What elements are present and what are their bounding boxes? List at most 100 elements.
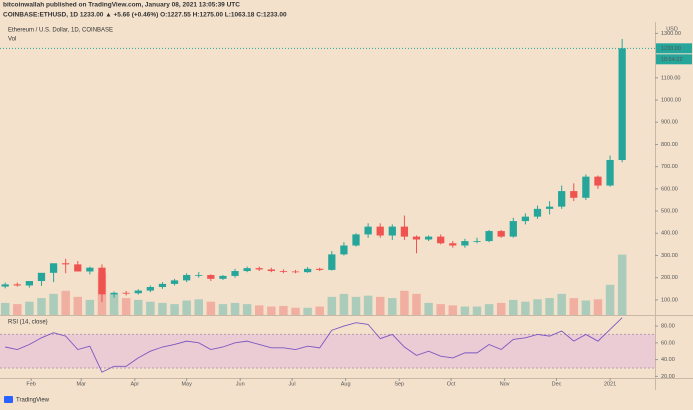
candle-body [316, 268, 324, 270]
candle-body [13, 284, 21, 286]
volume-bar [303, 307, 312, 315]
candle-body [183, 275, 191, 281]
volume-bar [388, 298, 397, 315]
candle-body [255, 268, 263, 270]
volume-bar [279, 305, 288, 315]
volume-bar [13, 304, 22, 315]
candle-body [352, 234, 360, 246]
x-tick-label: Apr [131, 381, 140, 387]
volume-bar [315, 306, 324, 315]
volume-bar [170, 304, 179, 315]
countdown-box [656, 54, 692, 65]
candle-body [485, 231, 493, 242]
x-tick-label: Dec [552, 381, 562, 387]
y-tick-label: 1100.00 [661, 75, 680, 81]
volume-bar [230, 302, 240, 315]
price-label: 1233.00 [661, 46, 681, 52]
y-tick-label: 900.00 [661, 120, 678, 126]
candle-body [267, 269, 275, 272]
candle-body [497, 231, 505, 237]
rsi-tick-label: 40.00 [661, 357, 675, 363]
candle-body [98, 267, 106, 295]
volume-bar [472, 306, 482, 315]
logo [4, 396, 13, 403]
price-label-box [656, 43, 692, 54]
rsi-tick-label: 20.00 [661, 374, 675, 380]
candle-body [110, 292, 118, 295]
candle-body [146, 287, 154, 291]
x-tick-label: Feb [26, 381, 35, 387]
candle-body [509, 221, 517, 237]
volume-bar [109, 293, 119, 315]
y-tick-label: 500.00 [661, 209, 678, 215]
candle-body [25, 281, 34, 286]
countdown: 10:54:22 [661, 57, 682, 63]
volume-bar [25, 301, 34, 315]
candle-body [340, 245, 348, 255]
volume-bar [73, 296, 83, 315]
candle-body [1, 284, 9, 287]
volume-bar [242, 304, 252, 315]
rsi-line [5, 317, 623, 373]
y-tick-label: 600.00 [661, 186, 678, 192]
volume-bar [134, 299, 143, 315]
candle-body [582, 176, 590, 198]
volume-bar [557, 293, 566, 315]
volume-bar [146, 301, 155, 315]
candle-body [328, 254, 336, 270]
candle-body [437, 236, 445, 244]
y-tick-label: 300.00 [661, 253, 678, 259]
rsi-band [0, 334, 655, 368]
y-tick-label: 700.00 [661, 164, 678, 170]
candle-body [473, 241, 481, 242]
candle-body [86, 267, 94, 272]
x-tick-label: Sep [394, 381, 404, 387]
brand: TradingView [16, 398, 50, 404]
volume-bar [363, 295, 373, 315]
x-tick-label: Mar [76, 381, 86, 387]
candle-body [558, 191, 566, 207]
volume-bar [37, 298, 46, 315]
candle-body [533, 208, 542, 217]
candle-body [243, 268, 251, 272]
rsi-tick-label: 60.00 [661, 340, 675, 346]
volume-bar [339, 293, 349, 315]
volume-bar [121, 298, 131, 315]
candle-body [158, 283, 167, 288]
volume-bar [412, 293, 421, 315]
volume-bar [605, 284, 615, 315]
candle-body [461, 241, 469, 246]
volume-bar [351, 296, 361, 315]
y-tick-label: 1000.00 [661, 98, 681, 104]
candle-body [388, 226, 396, 236]
volume-bar [194, 299, 203, 315]
volume-bar [448, 305, 458, 315]
volume-bar [182, 300, 191, 315]
volume-bar [61, 290, 70, 315]
candle-body [594, 176, 602, 186]
symbol-line: COINBASE:ETHUSD, 1D 1233.00 ▲ +5.66 (+0.… [3, 12, 287, 19]
y-tick-label: 1300.00 [661, 31, 681, 37]
volume-bar [206, 301, 216, 315]
footer: TradingView [4, 396, 50, 404]
volume-bar [158, 302, 167, 315]
candle-body [219, 275, 227, 279]
x-tick-label: Aug [341, 381, 351, 387]
volume-bar [460, 306, 470, 315]
x-tick-label: 2021 [604, 381, 616, 387]
y-tick-label: 400.00 [661, 231, 678, 237]
volume-bar [521, 301, 530, 315]
x-tick-label: Jun [236, 381, 245, 387]
x-tick-label: May [181, 381, 192, 387]
y-tick-label: 100.00 [661, 297, 678, 303]
candle-body [207, 275, 215, 279]
candle-body [449, 243, 457, 246]
legend-title: Ethereum / U.S. Dollar, 1D, COINBASE [8, 28, 113, 34]
candle-body [49, 263, 58, 273]
candle-body [376, 226, 384, 236]
candle-body [364, 226, 372, 235]
candle-body [74, 264, 82, 272]
volume-bar [581, 300, 591, 315]
volume-bar [569, 298, 579, 315]
